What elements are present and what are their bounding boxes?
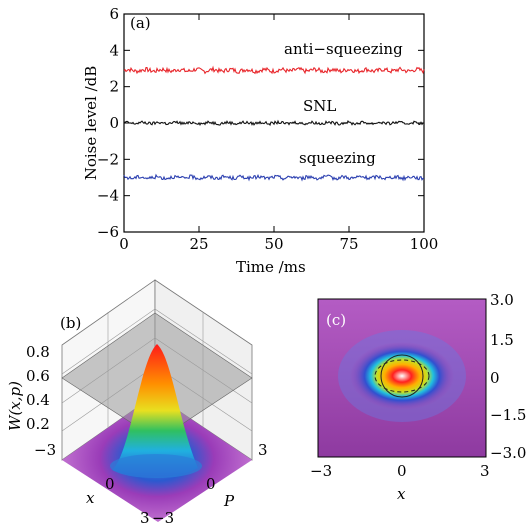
y-tick: 3.0 <box>490 291 514 309</box>
panel-b-3d-surface: (b) 0.8 0.6 0.4 0.2 W(x,p) −3 0 3 x 3 0 … <box>6 279 268 527</box>
y-tick: −3.0 <box>490 444 526 462</box>
y-tick: −1.5 <box>490 406 526 424</box>
panel-label-c: (c) <box>326 311 346 329</box>
series-line <box>123 65 425 75</box>
peak-base <box>110 454 202 478</box>
x-tick-label: 25 <box>189 235 208 253</box>
series-label-anti-squeezing: anti−squeezing <box>284 40 403 58</box>
x-tick-label: 50 <box>264 235 283 253</box>
z-tick: 0.6 <box>26 367 50 385</box>
y-tick-label: −4 <box>97 187 119 205</box>
y-axis-label: Noise level /dB <box>82 66 100 181</box>
x-tick-label: 0 <box>119 235 129 253</box>
squeezed-contour <box>374 359 430 393</box>
p-tick: 3 <box>258 441 268 459</box>
series-line <box>123 119 425 127</box>
p-tick: −3 <box>152 509 174 527</box>
series-line <box>123 173 425 182</box>
y-tick-label: 6 <box>109 5 119 23</box>
z-tick: 0.4 <box>26 391 50 409</box>
y-tick: 1.5 <box>490 331 514 349</box>
y-tick: 0 <box>490 369 500 387</box>
panel-label-b: (b) <box>60 314 81 332</box>
x-tick: −3 <box>34 441 56 459</box>
panel-a-line-chart: −6 −4 −2 0 2 4 6 0 25 50 75 100 (a) anti−squeezing… <box>82 5 438 276</box>
x-tick-label: 75 <box>339 235 358 253</box>
x-tick: 0 <box>105 475 115 493</box>
x-axis: 0 25 50 75 100 <box>119 14 438 253</box>
heatmap-frame <box>317 298 487 458</box>
series-label-snl: SNL <box>303 97 336 115</box>
x-tick: 0 <box>397 462 407 480</box>
y-tick-label: 4 <box>109 41 119 59</box>
y-tick-label: −2 <box>97 150 119 168</box>
x-tick: 3 <box>140 509 150 527</box>
x-axis-label: Time /ms <box>236 258 306 276</box>
z-tick: 0.8 <box>26 343 50 361</box>
vacuum-contour <box>380 354 424 398</box>
p-axis-label: P <box>223 492 235 510</box>
panel-label-a: (a) <box>130 14 151 32</box>
heatmap-core <box>350 342 454 410</box>
y-tick-label: 2 <box>109 78 119 96</box>
y-tick-label: 0 <box>109 114 119 132</box>
panel-c-heatmap: (c) 3.0 1.5 0 −1.5 −3.0 −3 0 3 x <box>310 291 526 503</box>
x-tick: 3 <box>480 462 490 480</box>
x-axis-label: x <box>86 489 95 507</box>
wigner-peak <box>112 344 198 478</box>
series-label-squeezing: squeezing <box>299 149 376 167</box>
x-axis-label: x <box>397 485 406 503</box>
series-group <box>123 65 425 182</box>
x-tick: −3 <box>310 462 332 480</box>
z-axis-label: W(x,p) <box>6 381 24 431</box>
x-tick-label: 100 <box>410 235 439 253</box>
y-tick-label: −6 <box>97 223 119 241</box>
z-tick: 0.2 <box>26 415 50 433</box>
p-tick: 0 <box>206 475 216 493</box>
